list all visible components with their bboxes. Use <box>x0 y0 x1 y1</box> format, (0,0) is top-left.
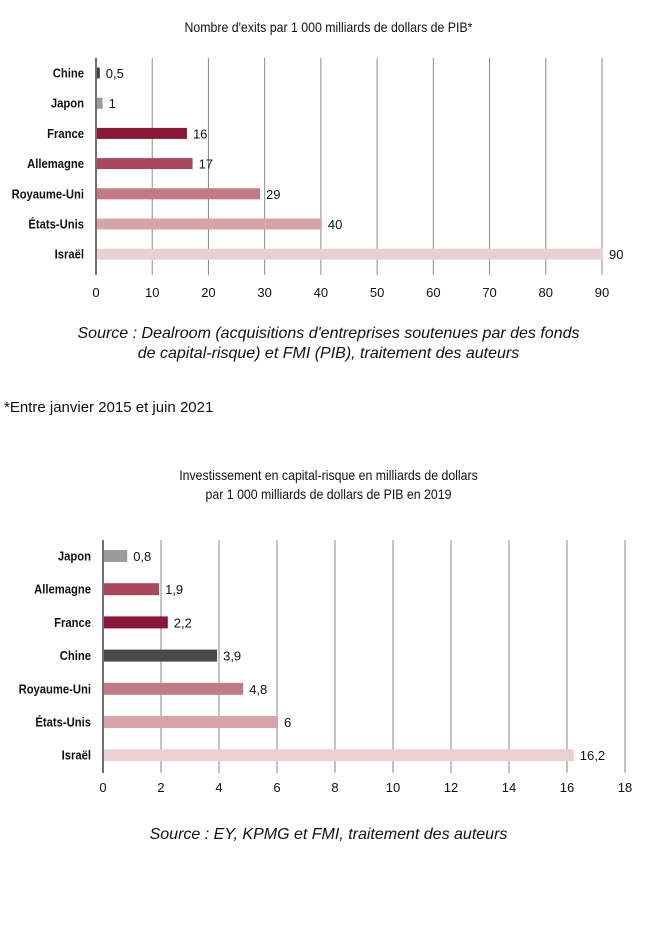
chart2-title-line2: par 1 000 milliards de dollars de PIB en… <box>205 486 452 502</box>
chart2-tick-label: 8 <box>331 780 338 795</box>
chart1-category-label: États-Unis <box>28 216 84 232</box>
chart2-bar <box>104 716 278 728</box>
chart2-category-label: Japon <box>58 549 91 564</box>
chart1-tick-label: 30 <box>257 285 271 300</box>
chart1-bar <box>97 188 261 200</box>
chart2-tick-label: 14 <box>502 780 516 795</box>
chart1-category-label: Chine <box>53 66 85 81</box>
chart2-tick-label: 16 <box>560 780 574 795</box>
chart2-category-label: Israël <box>62 748 91 763</box>
chart1-bar <box>97 248 603 260</box>
chart2-bar <box>104 583 160 596</box>
chart2-bar <box>104 749 574 762</box>
chart2-value-label: 6 <box>284 715 291 730</box>
chart1-source-line2: de capital-risque) et FMI (PIB), traitem… <box>137 345 520 362</box>
chart2-tick-label: 6 <box>273 780 280 795</box>
chart1-tick-label: 0 <box>92 285 99 300</box>
chart2-category-label: France <box>54 615 91 630</box>
chart2-category-label: États-Unis <box>35 714 91 730</box>
chart2-bar <box>104 682 244 695</box>
chart1-category-label: Allemagne <box>27 157 84 172</box>
footnote: *Entre janvier 2015 et juin 2021 <box>4 399 214 416</box>
chart2-value-label: 0,8 <box>133 549 151 564</box>
chart2-value-label: 2,2 <box>174 615 192 630</box>
chart1-value-label: 1 <box>109 96 116 111</box>
chart1-category-label: Israël <box>55 247 84 262</box>
chart2-title: Investissement en capital-risque en mill… <box>39 466 617 504</box>
chart2-tick-label: 10 <box>386 780 400 795</box>
chart1-bar <box>97 97 103 109</box>
chart1-value-label: 0,5 <box>106 66 124 81</box>
chart2-title-line1: Investissement en capital-risque en mill… <box>179 467 478 483</box>
chart1-source: Source : Dealroom (acquisitions d'entrep… <box>0 324 657 364</box>
chart1-value-label: 90 <box>609 247 623 262</box>
chart2-value-label: 4,8 <box>249 682 267 697</box>
chart1-title: Nombre d'exits par 1 000 milliards de do… <box>184 19 473 35</box>
chart1-tick-label: 80 <box>539 285 553 300</box>
chart2-bar <box>104 616 168 629</box>
chart1-category-label: France <box>47 126 84 141</box>
chart2-category-label: Royaume-Uni <box>19 682 91 697</box>
chart1-tick-label: 50 <box>370 285 384 300</box>
chart2-bar <box>104 550 128 562</box>
chart1-category-label: Royaume-Uni <box>12 187 84 202</box>
chart2-value-label: 3,9 <box>223 649 241 664</box>
chart1-tick-label: 70 <box>482 285 496 300</box>
chart1-bar <box>97 218 322 230</box>
chart1-value-label: 40 <box>328 217 342 232</box>
chart1-value-label: 17 <box>199 157 213 172</box>
chart1-tick-label: 20 <box>201 285 215 300</box>
chart2-tick-label: 0 <box>99 780 106 795</box>
chart2-tick-label: 4 <box>215 780 222 795</box>
chart2-value-label: 16,2 <box>580 748 605 763</box>
chart1-plot: 0 10 20 30 40 50 60 70 80 90 Chine 0,5 Japon 1 France 1… <box>12 58 623 300</box>
chart1-source-line1: Source : Dealroom (acquisitions d'entrep… <box>77 325 580 342</box>
chart1-value-label: 29 <box>266 187 280 202</box>
chart2-tick-label: 18 <box>618 780 632 795</box>
chart1-category-label: Japon <box>51 96 84 111</box>
chart1-bar <box>97 127 187 139</box>
chart1-bar <box>97 67 100 79</box>
chart1-bar <box>97 158 193 170</box>
chart2-source: Source : EY, KPMG et FMI, traitement des… <box>149 826 508 843</box>
chart1-tick-label: 60 <box>426 285 440 300</box>
chart2-category-label: Chine <box>60 649 92 664</box>
chart2-value-label: 1,9 <box>165 582 183 597</box>
chart2-plot: 0 2 4 6 8 10 12 14 16 18 Japon 0,8 Allemagne 1,9 Franc… <box>19 540 632 795</box>
chart1-value-label: 16 <box>193 126 207 141</box>
chart1-tick-label: 90 <box>595 285 609 300</box>
chart2-category-label: Allemagne <box>34 582 91 597</box>
chart1-tick-label: 10 <box>145 285 159 300</box>
chart1-tick-label: 40 <box>314 285 328 300</box>
chart2-tick-label: 12 <box>444 780 458 795</box>
chart2-tick-label: 2 <box>157 780 164 795</box>
chart2-bar <box>104 649 218 662</box>
